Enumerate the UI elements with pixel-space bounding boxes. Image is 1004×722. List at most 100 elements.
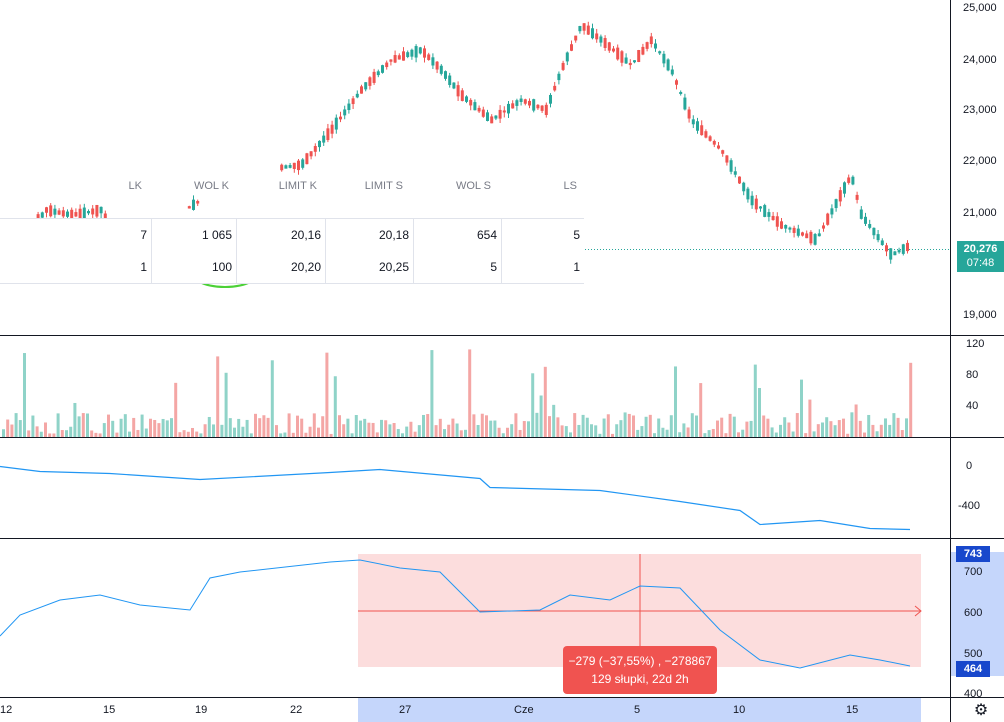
volume-bar[interactable] xyxy=(6,419,10,437)
volume-bar[interactable] xyxy=(2,429,5,437)
volume-bar[interactable] xyxy=(102,423,106,437)
candle[interactable] xyxy=(53,208,57,215)
volume-bar[interactable] xyxy=(266,417,270,437)
volume-bar[interactable] xyxy=(682,423,686,437)
volume-bar[interactable] xyxy=(749,420,753,437)
candle[interactable] xyxy=(696,121,699,131)
volume-bar[interactable] xyxy=(115,432,119,437)
volume-bar[interactable] xyxy=(606,414,610,437)
volume-bar[interactable] xyxy=(312,413,316,437)
volume-bar[interactable] xyxy=(220,424,224,437)
volume-bar[interactable] xyxy=(333,376,337,437)
candle[interactable] xyxy=(624,57,628,64)
volume-bar[interactable] xyxy=(678,432,682,437)
volume-bar[interactable] xyxy=(23,353,26,437)
candle[interactable] xyxy=(452,82,456,89)
candle[interactable] xyxy=(830,208,834,215)
volume-bar[interactable] xyxy=(699,383,703,437)
candle[interactable] xyxy=(465,96,468,102)
volume-bar[interactable] xyxy=(556,417,560,437)
candle[interactable] xyxy=(540,105,544,111)
volume-bar[interactable] xyxy=(573,413,577,437)
candle[interactable] xyxy=(45,207,48,213)
volume-bar[interactable] xyxy=(480,413,484,437)
volume-bar[interactable] xyxy=(241,426,245,437)
volume-bar[interactable] xyxy=(195,431,199,437)
volume-bar[interactable] xyxy=(594,425,598,437)
candle[interactable] xyxy=(893,251,897,256)
candle[interactable] xyxy=(318,140,321,148)
volume-bar[interactable] xyxy=(212,424,215,437)
candle[interactable] xyxy=(435,61,439,70)
volume-bar[interactable] xyxy=(405,426,409,437)
volume-bar[interactable] xyxy=(661,427,665,437)
volume-bar[interactable] xyxy=(10,424,14,437)
candle[interactable] xyxy=(595,33,599,40)
volume-bar[interactable] xyxy=(48,433,52,437)
candle[interactable] xyxy=(906,242,909,252)
volume-bar[interactable] xyxy=(884,418,887,437)
volume-bar[interactable] xyxy=(291,432,295,437)
candle[interactable] xyxy=(82,207,86,219)
volume-bar[interactable] xyxy=(858,420,862,437)
candle[interactable] xyxy=(49,205,53,217)
candle[interactable] xyxy=(742,182,746,192)
candle[interactable] xyxy=(649,36,653,45)
volume-bar[interactable] xyxy=(577,424,581,437)
volume-bar[interactable] xyxy=(648,414,652,437)
candle[interactable] xyxy=(309,151,313,157)
volume-bar[interactable] xyxy=(153,419,157,437)
volume-bar[interactable] xyxy=(359,420,362,437)
candle[interactable] xyxy=(754,198,758,210)
volume-bar[interactable] xyxy=(60,430,64,437)
volume-bar[interactable] xyxy=(476,425,480,437)
candle[interactable] xyxy=(78,208,82,219)
candle[interactable] xyxy=(691,119,695,125)
candle[interactable] xyxy=(532,99,536,111)
volume-bar[interactable] xyxy=(615,424,619,437)
candle[interactable] xyxy=(418,47,422,54)
volume-bar[interactable] xyxy=(77,416,81,437)
candle[interactable] xyxy=(423,48,426,58)
volume-bar[interactable] xyxy=(199,433,203,437)
candle[interactable] xyxy=(372,71,376,83)
volume-bar[interactable] xyxy=(144,428,148,437)
volume-bar[interactable] xyxy=(657,418,661,437)
volume-bar[interactable] xyxy=(510,424,514,437)
volume-bar[interactable] xyxy=(468,349,472,437)
candle[interactable] xyxy=(74,212,78,217)
volume-bar[interactable] xyxy=(279,433,283,437)
volume-bar[interactable] xyxy=(640,426,644,437)
candle[interactable] xyxy=(582,23,586,31)
candle[interactable] xyxy=(507,103,510,114)
candle[interactable] xyxy=(343,109,347,116)
volume-bar[interactable] xyxy=(619,420,623,437)
candle[interactable] xyxy=(872,227,876,236)
volume-bar[interactable] xyxy=(745,421,749,437)
volume-bar[interactable] xyxy=(396,429,400,437)
volume-bar[interactable] xyxy=(514,413,518,437)
volume-bar[interactable] xyxy=(191,427,194,437)
candle[interactable] xyxy=(784,224,788,229)
volume-bar[interactable] xyxy=(65,430,68,437)
candle[interactable] xyxy=(460,90,464,101)
volume-bar[interactable] xyxy=(249,433,253,437)
volume-bar[interactable] xyxy=(422,414,425,437)
cumulative-line[interactable] xyxy=(0,559,911,669)
candle[interactable] xyxy=(87,211,90,214)
candle[interactable] xyxy=(788,227,792,230)
candle[interactable] xyxy=(767,212,771,217)
volume-bar[interactable] xyxy=(905,418,908,437)
volume-bar[interactable] xyxy=(816,424,820,437)
volume-bar[interactable] xyxy=(548,416,551,437)
candle[interactable] xyxy=(809,231,813,244)
candle[interactable] xyxy=(557,73,561,81)
volume-bar[interactable] xyxy=(762,415,766,437)
volume-bar[interactable] xyxy=(388,424,392,437)
volume-bar[interactable] xyxy=(354,415,358,437)
volume-bar[interactable] xyxy=(569,432,572,437)
volume-bar[interactable] xyxy=(795,413,799,437)
candle[interactable] xyxy=(805,233,809,239)
volume-bar[interactable] xyxy=(375,432,379,437)
